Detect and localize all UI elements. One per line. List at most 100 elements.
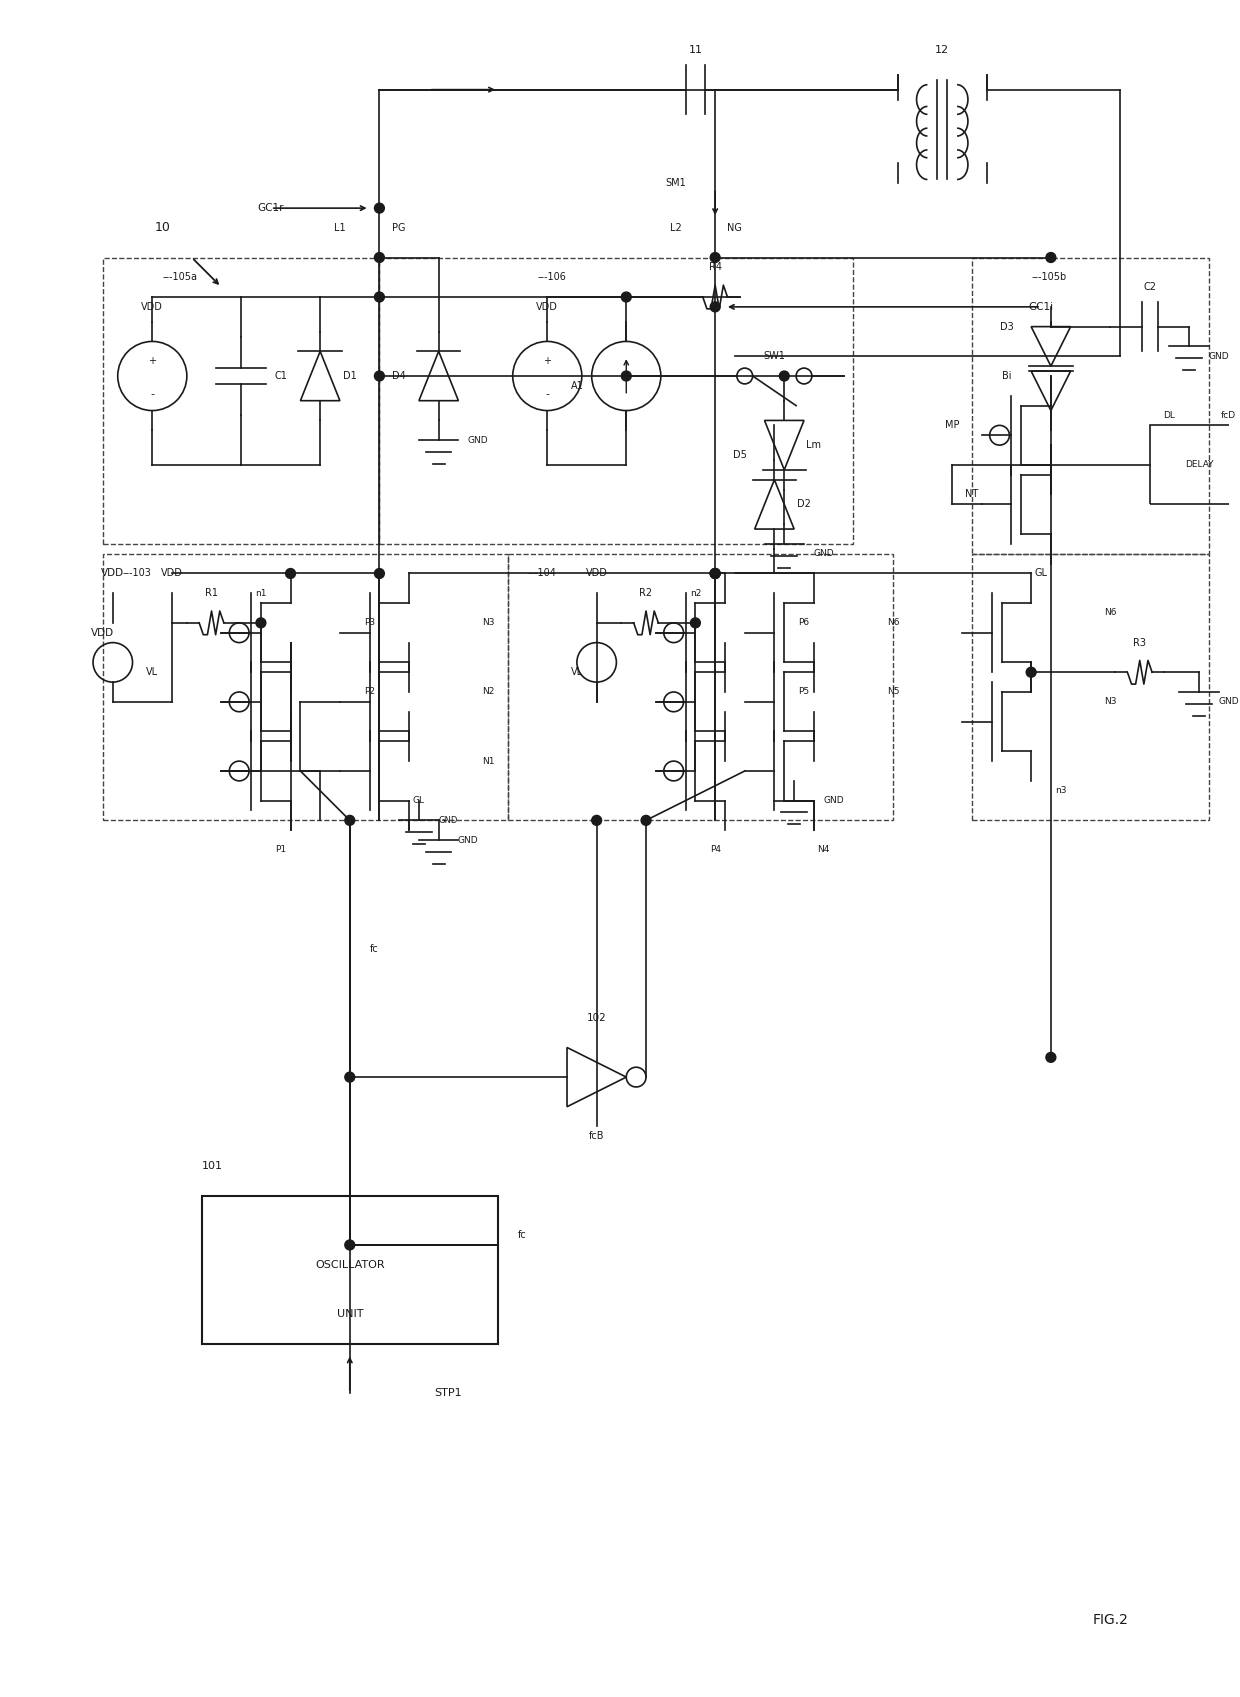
- Circle shape: [374, 292, 384, 302]
- Circle shape: [1047, 253, 1055, 263]
- Text: VDD: VDD: [537, 302, 558, 312]
- Text: R3: R3: [1133, 638, 1146, 648]
- Text: D3: D3: [999, 322, 1013, 331]
- Text: ---105b: ---105b: [1032, 272, 1066, 282]
- Text: N3: N3: [1104, 697, 1116, 706]
- Circle shape: [374, 253, 384, 263]
- Text: L1: L1: [334, 222, 346, 232]
- Circle shape: [591, 816, 601, 825]
- Circle shape: [641, 816, 651, 825]
- Text: STP1: STP1: [435, 1388, 463, 1398]
- Circle shape: [374, 568, 384, 579]
- Text: fcB: fcB: [589, 1132, 604, 1142]
- Text: GC1r: GC1r: [258, 204, 284, 214]
- Text: R4: R4: [708, 263, 722, 273]
- Text: VL: VL: [146, 667, 159, 677]
- Circle shape: [345, 1073, 355, 1083]
- Text: GC1i: GC1i: [1028, 302, 1054, 312]
- Text: 102: 102: [587, 1013, 606, 1023]
- Text: -: -: [546, 389, 549, 399]
- Text: C2: C2: [1143, 282, 1156, 292]
- Text: GND: GND: [1209, 351, 1229, 361]
- Circle shape: [711, 568, 720, 579]
- Circle shape: [691, 618, 701, 628]
- Bar: [1149, 426, 1240, 504]
- Text: FIG.2: FIG.2: [1092, 1614, 1128, 1627]
- Text: ---104: ---104: [527, 568, 557, 579]
- Circle shape: [711, 568, 720, 579]
- Text: GL: GL: [1034, 568, 1048, 579]
- Circle shape: [711, 568, 720, 579]
- Circle shape: [374, 372, 384, 380]
- Circle shape: [285, 568, 295, 579]
- Text: n3: n3: [1055, 786, 1066, 796]
- Text: GND: GND: [813, 550, 835, 558]
- Text: C1: C1: [274, 372, 288, 382]
- Text: R1: R1: [205, 589, 218, 599]
- Text: A1: A1: [570, 380, 583, 390]
- Circle shape: [1027, 667, 1037, 677]
- Text: P2: P2: [365, 687, 374, 696]
- Circle shape: [621, 292, 631, 302]
- Text: D5: D5: [733, 450, 746, 460]
- Text: P6: P6: [799, 618, 810, 628]
- Text: 12: 12: [935, 46, 950, 54]
- Circle shape: [1047, 1052, 1055, 1062]
- Text: Bi: Bi: [1002, 372, 1011, 382]
- Text: L2: L2: [670, 222, 682, 232]
- Text: P3: P3: [365, 618, 374, 628]
- Text: GND: GND: [439, 816, 459, 825]
- Circle shape: [345, 816, 355, 825]
- Bar: [507, 553, 893, 820]
- Text: NT: NT: [965, 489, 978, 499]
- Text: N5: N5: [887, 687, 899, 696]
- Text: DELAY: DELAY: [1184, 460, 1213, 470]
- Text: N1: N1: [482, 757, 495, 765]
- Circle shape: [345, 1241, 355, 1251]
- Circle shape: [711, 253, 720, 263]
- Text: UNIT: UNIT: [336, 1308, 363, 1319]
- Text: VL: VL: [570, 667, 583, 677]
- Text: fc: fc: [517, 1230, 527, 1241]
- Circle shape: [255, 618, 265, 628]
- Text: 10: 10: [154, 221, 170, 234]
- Text: N3: N3: [482, 618, 495, 628]
- Text: +: +: [149, 356, 156, 367]
- Text: SM1: SM1: [666, 178, 686, 188]
- Text: ---106: ---106: [537, 272, 567, 282]
- Text: GL: GL: [413, 796, 425, 804]
- Text: R2: R2: [640, 589, 652, 599]
- Text: NG: NG: [728, 222, 743, 232]
- Text: GND: GND: [1219, 697, 1239, 706]
- Text: fcD: fcD: [1221, 411, 1236, 419]
- Circle shape: [374, 204, 384, 214]
- Circle shape: [779, 372, 789, 380]
- Text: +: +: [543, 356, 552, 367]
- Text: N6: N6: [887, 618, 899, 628]
- Text: GND: GND: [458, 835, 479, 845]
- Text: P4: P4: [709, 845, 720, 855]
- Text: DL: DL: [1163, 411, 1176, 419]
- Bar: [202, 1196, 498, 1344]
- Text: D1: D1: [343, 372, 357, 382]
- Bar: [103, 258, 379, 543]
- Text: n2: n2: [689, 589, 701, 597]
- Circle shape: [711, 302, 720, 312]
- Text: N2: N2: [482, 687, 495, 696]
- Text: SW1: SW1: [764, 351, 785, 361]
- Text: VDD: VDD: [102, 568, 124, 579]
- Bar: [103, 553, 507, 820]
- Text: ---103: ---103: [123, 568, 151, 579]
- Text: 11: 11: [688, 46, 702, 54]
- Text: P5: P5: [799, 687, 810, 696]
- Text: VDD: VDD: [141, 302, 164, 312]
- Text: PG: PG: [392, 222, 405, 232]
- Text: D4: D4: [392, 372, 405, 382]
- Text: Lm: Lm: [806, 440, 821, 450]
- Text: VDD: VDD: [161, 568, 184, 579]
- Bar: [379, 258, 853, 543]
- Text: GND: GND: [467, 436, 489, 445]
- Text: MP: MP: [945, 421, 960, 431]
- Text: N6: N6: [1104, 609, 1116, 618]
- Text: ---105a: ---105a: [162, 272, 197, 282]
